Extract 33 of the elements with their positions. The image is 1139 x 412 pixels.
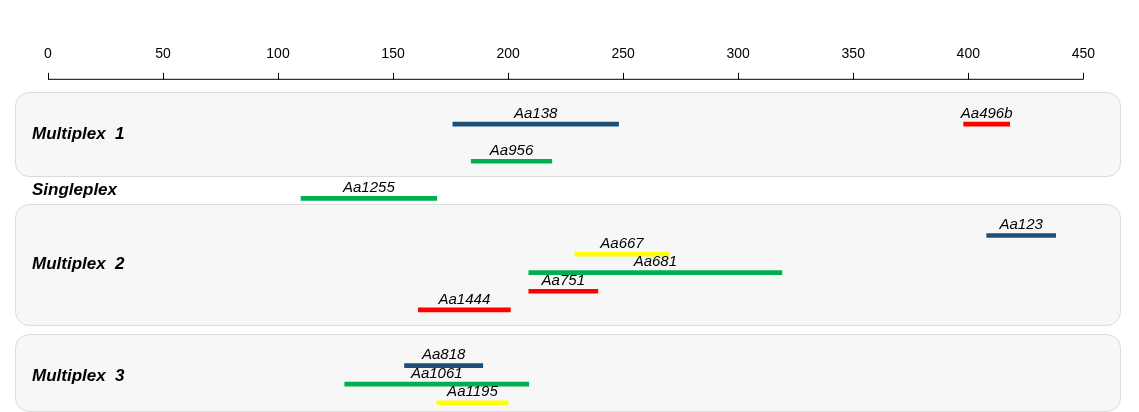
data-label: Aa1255 bbox=[342, 178, 396, 196]
x-tick-label: 400 bbox=[956, 45, 981, 62]
x-tick-label: 100 bbox=[266, 45, 290, 62]
data-label: Aa818 bbox=[420, 345, 466, 363]
y-tick-label: Singleplex bbox=[32, 180, 119, 200]
x-tick-label: 450 bbox=[1071, 45, 1096, 62]
bar bbox=[986, 233, 1057, 238]
data-label: Aa1061 bbox=[409, 363, 463, 381]
x-tick-label: 50 bbox=[155, 45, 171, 62]
data-label: Aa1195 bbox=[446, 382, 499, 400]
data-label: Aa1444 bbox=[437, 289, 491, 307]
bar bbox=[436, 400, 509, 406]
data-label: Aa751 bbox=[540, 270, 585, 288]
x-tick-label: 350 bbox=[841, 45, 866, 62]
x-tick-label: 200 bbox=[496, 45, 520, 62]
x-tick-label: 150 bbox=[381, 45, 405, 62]
data-label: Aa138 bbox=[513, 103, 559, 121]
y-tick-label: Multiplex 2 bbox=[32, 254, 126, 274]
bar bbox=[404, 363, 484, 368]
bar bbox=[528, 288, 599, 294]
bar bbox=[528, 270, 783, 276]
data-label: Aa681 bbox=[632, 252, 678, 270]
bar bbox=[470, 158, 553, 164]
bar bbox=[300, 196, 438, 201]
data-label: Aa123 bbox=[998, 215, 1044, 233]
x-tick-label: 0 bbox=[43, 45, 52, 62]
data-label: Aa667 bbox=[599, 233, 645, 251]
data-label: Aa496b bbox=[959, 103, 1013, 121]
x-tick-label: 250 bbox=[611, 45, 636, 62]
y-tick-label: Multiplex 3 bbox=[32, 365, 126, 385]
x-tick-label: 300 bbox=[726, 45, 751, 62]
y-tick-label: Multiplex 1 bbox=[32, 124, 125, 144]
data-label: Aa956 bbox=[488, 140, 534, 158]
